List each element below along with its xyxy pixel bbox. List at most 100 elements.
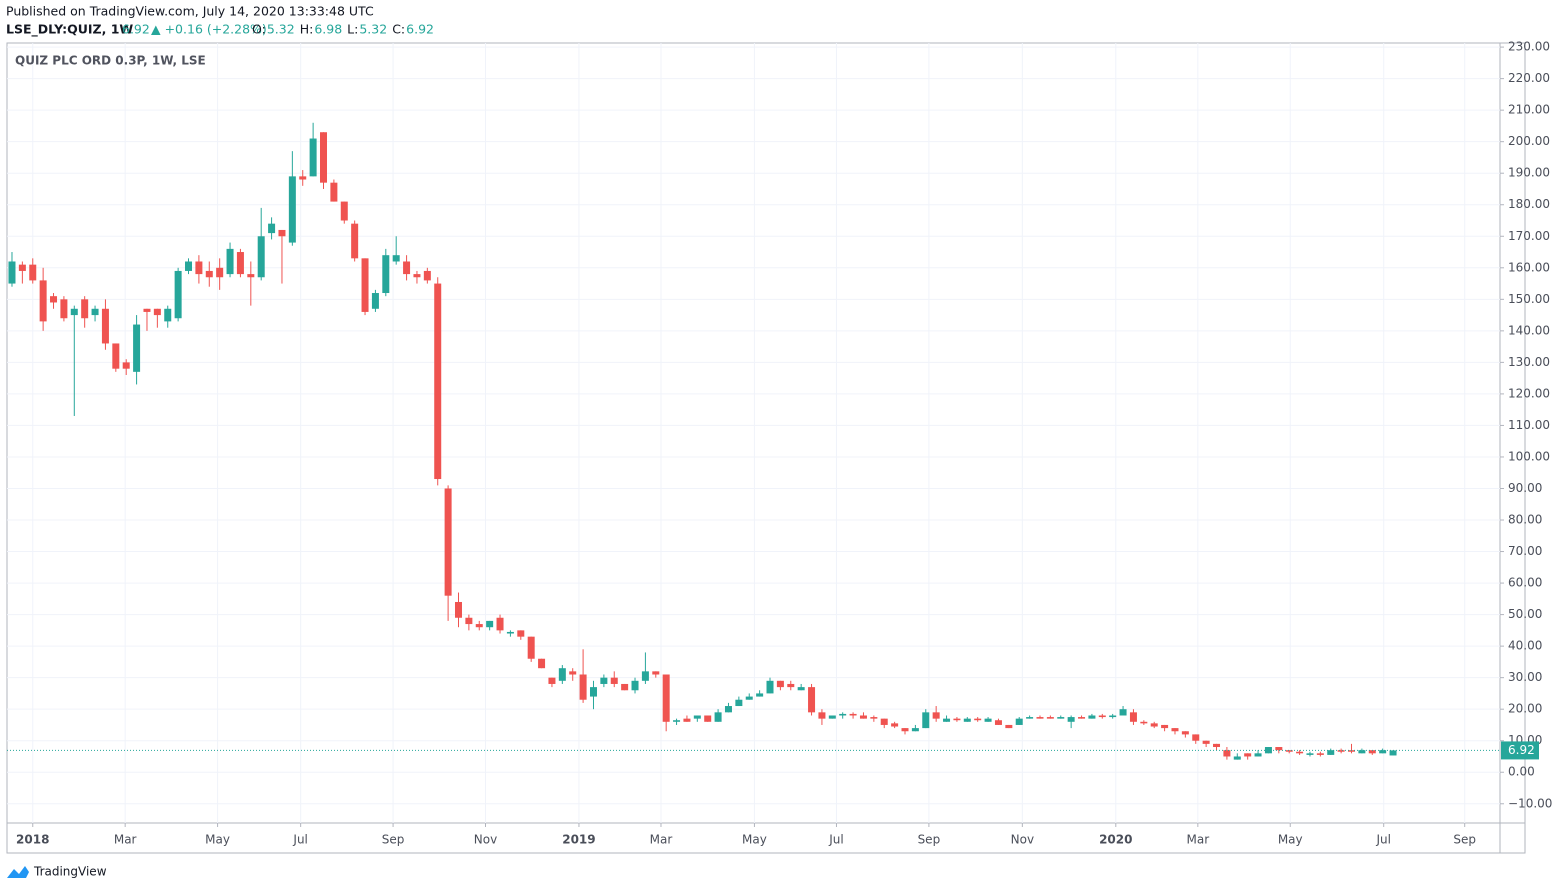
- candle-body: [444, 488, 452, 596]
- candle-body: [236, 252, 244, 275]
- field-value: 5.32: [267, 22, 295, 37]
- candle-body: [1223, 750, 1231, 757]
- field-label: L:: [347, 22, 358, 37]
- candle-body: [392, 255, 400, 262]
- x-tick-label: Mar: [650, 833, 673, 847]
- axes: −10.000.0010.0020.0030.0040.0050.0060.00…: [16, 40, 1552, 847]
- candle-body: [828, 715, 836, 719]
- candle-body: [91, 308, 99, 316]
- x-tick-label: Sep: [382, 833, 405, 847]
- candle-body: [932, 712, 940, 719]
- y-tick-label: 30.00: [1508, 670, 1542, 684]
- candle-body: [50, 296, 58, 303]
- candle-body: [8, 261, 16, 284]
- candle-body: [756, 693, 764, 697]
- candle-body: [195, 261, 203, 275]
- candle-body: [1264, 747, 1272, 754]
- candle-body: [558, 668, 566, 681]
- candle-body: [589, 687, 597, 697]
- candle-body: [81, 299, 89, 319]
- chart-title: QUIZ PLC ORD 0.3P, 1W, LSE: [15, 54, 206, 68]
- x-tick-label: Nov: [474, 833, 497, 847]
- y-tick-label: 200.00: [1508, 134, 1550, 148]
- candle-body: [901, 728, 909, 732]
- y-tick-label: 60.00: [1508, 576, 1542, 590]
- y-tick-label: 210.00: [1508, 103, 1550, 117]
- candle-body: [631, 680, 639, 691]
- candle-body: [839, 713, 847, 716]
- x-tick-label: May: [742, 833, 767, 847]
- candle-body: [29, 264, 37, 281]
- y-tick-label: 20.00: [1508, 702, 1542, 716]
- candle-body: [1088, 715, 1096, 719]
- candle-body: [787, 683, 795, 688]
- logo: TradingView: [7, 865, 107, 879]
- x-tick-label: Mar: [1187, 833, 1210, 847]
- grid: [7, 43, 1500, 823]
- candle-body: [641, 671, 649, 681]
- candle-body: [1254, 753, 1262, 757]
- candle-body: [371, 293, 379, 309]
- candle-body: [776, 680, 784, 688]
- y-tick-label: 220.00: [1508, 71, 1550, 85]
- x-tick-label: 2018: [16, 833, 49, 847]
- field-value: 5.32: [359, 22, 387, 37]
- x-tick-label: Sep: [1453, 833, 1476, 847]
- candle-body: [735, 699, 743, 707]
- candle-body: [693, 715, 701, 719]
- y-tick-label: 100.00: [1508, 449, 1550, 463]
- candle-body: [268, 223, 276, 234]
- candle-body: [309, 138, 317, 177]
- candle-body: [330, 182, 338, 202]
- candle-body: [943, 718, 951, 722]
- candle-body: [340, 201, 348, 221]
- candle-body: [527, 636, 535, 659]
- candle-body: [133, 324, 141, 372]
- y-tick-label: 0.00: [1508, 765, 1535, 779]
- candle-body: [1015, 718, 1023, 725]
- candle-body: [382, 255, 390, 294]
- published-line: Published on TradingView.com, July 14, 2…: [6, 4, 374, 19]
- candle-body: [1368, 750, 1376, 754]
- candle-body: [506, 631, 514, 634]
- candle-body: [288, 176, 296, 243]
- candle-body: [994, 720, 1002, 725]
- candle-body: [538, 658, 546, 669]
- candle-body: [205, 270, 213, 278]
- candle-body: [662, 674, 670, 722]
- candle-body: [1171, 728, 1179, 732]
- candle-body: [1296, 751, 1304, 754]
- candle-body: [1337, 750, 1345, 752]
- candle-body: [953, 718, 961, 721]
- x-tick-label: 2020: [1099, 833, 1132, 847]
- candle-body: [486, 620, 494, 628]
- x-tick-label: Jul: [828, 833, 843, 847]
- candle-body: [517, 630, 525, 637]
- y-tick-label: 120.00: [1508, 386, 1550, 400]
- candle-body: [600, 677, 608, 684]
- candle-body: [673, 720, 681, 722]
- candle-body: [1150, 723, 1158, 727]
- y-tick-label: 80.00: [1508, 513, 1542, 527]
- field-label: H:: [300, 22, 314, 37]
- candle-body: [351, 223, 359, 259]
- candle-body: [1358, 750, 1366, 754]
- candle-body: [1057, 717, 1065, 719]
- candle-body: [1036, 717, 1044, 719]
- candle-body: [1389, 750, 1397, 756]
- x-tick-label: 2019: [562, 833, 595, 847]
- field-value: 6.92: [406, 22, 434, 37]
- x-tick-label: Sep: [918, 833, 941, 847]
- candle-body: [1005, 724, 1013, 729]
- last-price-tag: [1501, 741, 1539, 760]
- y-tick-label: 160.00: [1508, 260, 1550, 274]
- candle-body: [870, 717, 878, 719]
- candle-body: [465, 617, 473, 625]
- candle-body: [1306, 753, 1314, 755]
- candle-body: [18, 264, 26, 271]
- candle-body: [974, 718, 982, 721]
- ohlc-fields: O: 5.32 H: 6.98 L: 5.32 C: 6.92: [252, 22, 434, 37]
- candle-body: [569, 671, 577, 675]
- candle-body: [1161, 724, 1169, 729]
- candle-body: [859, 715, 867, 719]
